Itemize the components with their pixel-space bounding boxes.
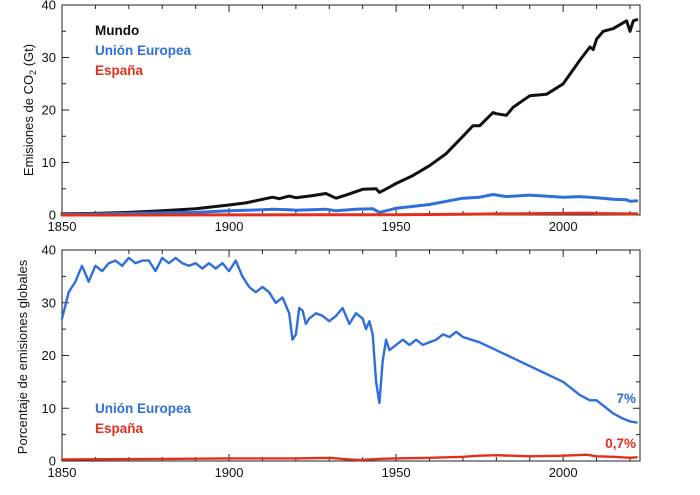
bottom-legend-espana: España xyxy=(95,421,144,436)
bottom-axis-ticks: 0 10 20 30 40 1850 1900 1950 2000 xyxy=(42,243,640,480)
top-xtick-label-1950: 1950 xyxy=(382,219,411,234)
top-y-axis-title: Emisiones de CO2 (Gt) xyxy=(21,44,38,176)
bottom-legend: Unión Europea España xyxy=(95,401,191,436)
top-ytick-label-10: 10 xyxy=(42,155,56,170)
top-xtick-label-1900: 1900 xyxy=(215,219,244,234)
top-series-line-espana xyxy=(60,211,639,217)
top-ytick-label-30: 30 xyxy=(42,50,56,65)
bottom-chart-panel: 0 10 20 30 40 1850 1900 1950 2000 Porcentaje de … xyxy=(15,243,641,480)
bottom-series-line-union-europea xyxy=(60,256,638,424)
top-y-axis-title-main: Emisiones de CO xyxy=(21,75,36,176)
top-ytick-label-40: 40 xyxy=(42,0,56,13)
bottom-plot-frame xyxy=(61,249,641,462)
top-axis-ticks: 0 10 20 30 40 1850 1900 1950 2000 xyxy=(42,0,640,234)
top-series-line-union-europea xyxy=(60,193,639,216)
bottom-xtick-label-2000: 2000 xyxy=(549,465,578,480)
top-series-line-mundo xyxy=(60,18,639,216)
bottom-xtick-label-1900: 1900 xyxy=(215,465,244,480)
bottom-ytick-label-30: 30 xyxy=(42,295,56,310)
top-ytick-label-20: 20 xyxy=(42,103,56,118)
top-legend-mundo: Mundo xyxy=(95,23,139,38)
top-xtick-label-1850: 1850 xyxy=(48,219,77,234)
end-label-union-europea: 7% xyxy=(616,391,636,406)
bottom-series-line-espana xyxy=(60,453,638,462)
top-xtick-label-2000: 2000 xyxy=(549,219,578,234)
top-ytick-label-0: 0 xyxy=(49,208,56,223)
top-series-group xyxy=(60,18,639,217)
bottom-ytick-label-40: 40 xyxy=(42,243,56,258)
top-chart-panel: 0 10 20 30 40 1850 1900 1950 2000 Emisiones de C… xyxy=(21,0,641,234)
top-legend-union-europea: Unión Europea xyxy=(95,43,191,58)
bottom-xtick-label-1850: 1850 xyxy=(48,465,77,480)
top-legend-espana: España xyxy=(95,63,144,78)
bottom-series-group xyxy=(60,256,638,462)
top-y-axis-title-unit: (Gt) xyxy=(21,44,36,70)
top-plot-frame xyxy=(61,4,641,216)
top-y-axis-title-sub: 2 xyxy=(28,70,38,75)
bottom-y-axis-title: Porcentaje de emisiones globales xyxy=(15,259,30,454)
bottom-ytick-label-0: 0 xyxy=(49,454,56,469)
bottom-legend-union-europea: Unión Europea xyxy=(95,401,191,416)
bottom-ytick-label-10: 10 xyxy=(42,401,56,416)
top-legend: Mundo Unión Europea España xyxy=(95,23,191,78)
bottom-xtick-label-1950: 1950 xyxy=(382,465,411,480)
bottom-ytick-label-20: 20 xyxy=(42,348,56,363)
end-label-espana: 0,7% xyxy=(605,436,636,451)
